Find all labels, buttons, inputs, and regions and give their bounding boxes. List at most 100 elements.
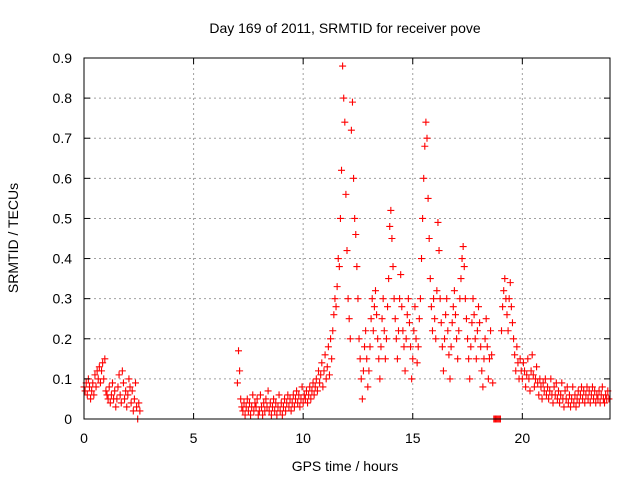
data-point [259,411,267,419]
data-point [338,166,346,174]
data-point [434,218,442,226]
data-point [538,395,546,403]
data-point [233,379,241,387]
data-point [333,283,341,291]
data-point [378,315,386,323]
data-point [524,355,532,363]
data-point [247,411,255,419]
data-point [293,387,301,395]
data-point [473,327,481,335]
data-point [341,118,349,126]
data-point [448,319,456,327]
data-point [348,98,356,106]
data-point [479,383,487,391]
data-point [466,375,474,383]
data-point [468,319,476,327]
data-point [439,367,447,375]
data-point [357,375,365,383]
data-point [133,403,141,411]
x-axis-label: GPS time / hours [292,458,399,474]
data-point [569,383,577,391]
data-point [91,371,99,379]
y-tick-label: 0.3 [53,291,73,307]
data-point [88,387,96,395]
data-point [304,399,312,407]
data-point [325,371,333,379]
data-point [485,355,493,363]
data-point [396,295,404,303]
data-point [511,351,519,359]
data-point [331,295,339,303]
data-point [508,319,516,327]
data-point [419,214,427,222]
data-point [442,311,450,319]
data-point [451,311,459,319]
data-point [371,287,379,295]
x-tick-label: 0 [80,430,88,446]
data-point [437,319,445,327]
data-point [102,387,110,395]
data-point [334,255,342,263]
data-point [572,403,580,411]
data-point [318,359,326,367]
data-point [465,355,473,363]
data-point [92,383,100,391]
y-axis-label: SRMTID / TECUs [5,183,21,293]
data-point [478,367,486,375]
data-point [484,375,492,383]
data-point [122,387,130,395]
data-point [354,295,362,303]
data-point [343,247,351,255]
data-point [432,335,440,343]
data-point [235,347,243,355]
data-point [124,391,132,399]
data-point [387,206,395,214]
data-point [539,379,547,387]
data-point [355,335,363,343]
data-point [382,335,390,343]
data-point [90,391,98,399]
data-point [447,343,455,351]
data-point [404,295,412,303]
data-point [362,327,370,335]
data-point [464,335,472,343]
data-point [96,379,104,387]
data-point [454,355,462,363]
data-point [116,391,124,399]
data-point [472,355,480,363]
data-point [458,255,466,263]
data-point [384,303,392,311]
data-point [410,327,418,335]
data-point [471,335,479,343]
data-point [487,327,495,335]
data-point [336,214,344,222]
data-point [98,367,106,375]
data-point [311,383,319,391]
data-point [523,371,531,379]
data-point [455,327,463,335]
data-point [298,383,306,391]
data-point [260,399,268,407]
data-point [323,363,331,371]
data-point [408,375,416,383]
data-point [327,335,335,343]
data-point [115,371,123,379]
data-point [243,395,251,403]
data-point [415,315,423,323]
y-tick-label: 0.1 [53,371,73,387]
data-point [399,327,407,335]
data-point [398,303,406,311]
data-point [112,403,120,411]
data-point [558,379,566,387]
data-point [126,383,134,391]
data-point [256,391,264,399]
data-point [113,395,121,403]
data-point [328,355,336,363]
data-point [373,311,381,319]
data-point [105,383,113,391]
data-point [369,327,377,335]
data-point [598,383,606,391]
data-point [546,387,554,395]
data-point [310,391,318,399]
